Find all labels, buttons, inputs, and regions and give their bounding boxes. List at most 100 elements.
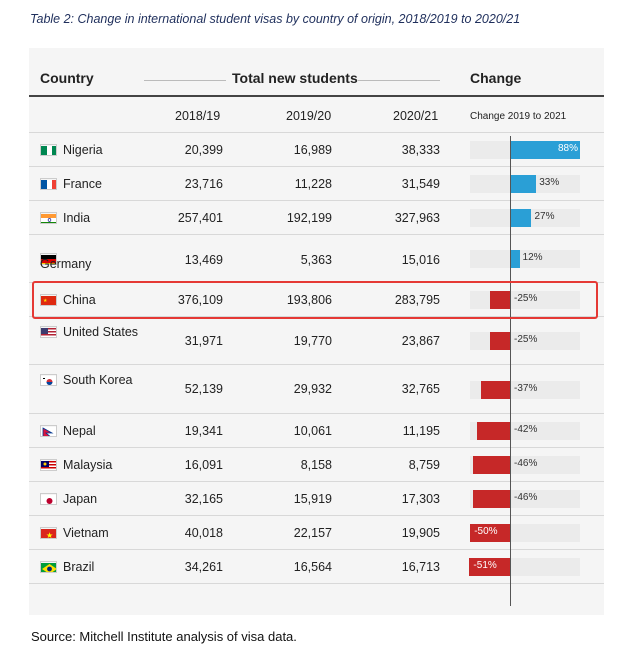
value-v2: 8,158 (300, 457, 332, 472)
col-change-2019-2021: Change 2019 to 2021 (470, 111, 567, 122)
header-country: Country (40, 70, 94, 86)
value-v3: 23,867 (401, 333, 440, 348)
change-label: -37% (514, 382, 538, 394)
change-label: -46% (514, 492, 538, 503)
table-row: South Korea 52,139 29,932 32,765 -37% (29, 365, 604, 414)
change-bar (510, 141, 580, 159)
value-v1: 23,716 (184, 176, 223, 191)
value-v3: 327,963 (394, 210, 440, 225)
value-v2: 19,770 (293, 333, 332, 348)
country-name: Brazil (63, 559, 95, 574)
col-2020-21: 2020/21 (393, 109, 439, 123)
value-v1: 257,401 (177, 210, 223, 225)
table-row: Nepal 19,341 10,061 11,195 -42% (29, 414, 604, 448)
country-name: India (63, 210, 91, 225)
germany-flag-icon (40, 253, 57, 265)
value-v2: 192,199 (286, 210, 332, 225)
value-v3: 11,195 (402, 423, 440, 438)
nigeria-flag-icon (40, 144, 57, 156)
value-v1: 52,139 (184, 382, 223, 396)
malaysia-flag-icon (40, 459, 57, 471)
change-track: -25% (470, 291, 580, 309)
change-track: -51% (469, 558, 580, 576)
row-divider (29, 481, 604, 482)
country-name: Nigeria (63, 142, 103, 157)
country-name: Germany (40, 257, 92, 271)
change-label: -25% (514, 334, 538, 345)
change-label: -46% (514, 458, 538, 469)
change-label: 88% (558, 143, 579, 154)
table-row: India 257,401 192,199 327,963 27% (29, 201, 604, 235)
value-v1: 16,091 (184, 457, 223, 472)
brazil-flag-icon (40, 561, 57, 573)
change-bar (510, 175, 537, 193)
source-note: Source: Mitchell Institute analysis of v… (31, 629, 297, 644)
change-track: 27% (470, 209, 580, 227)
value-v2: 29,932 (293, 382, 332, 396)
value-v2: 11,228 (294, 176, 332, 191)
header-rule (29, 95, 604, 97)
change-bar (480, 380, 510, 399)
row-divider (29, 166, 604, 167)
india-flag-icon (40, 212, 57, 224)
value-v2: 193,806 (286, 292, 332, 307)
change-label: -42% (514, 424, 538, 435)
change-bar (490, 332, 510, 350)
value-v3: 38,333 (401, 142, 440, 157)
japan-flag-icon (40, 493, 57, 505)
country-name: China (63, 292, 96, 307)
vietnam-flag-icon: ★ (40, 527, 57, 539)
value-v2: 5,363 (300, 253, 332, 267)
table-row: Germany 13,469 5,363 15,016 12% (29, 235, 604, 283)
change-bar (473, 456, 510, 474)
value-v3: 283,795 (394, 292, 440, 307)
table-row: Japan 32,165 15,919 17,303 -46% (29, 482, 604, 516)
table-row: Brazil 34,261 16,564 16,713 -51% (29, 550, 604, 584)
row-divider (29, 447, 604, 448)
value-v3: 32,765 (401, 382, 440, 396)
country-name: Malaysia (63, 457, 113, 472)
value-v1: 20,399 (184, 142, 223, 157)
change-label: 33% (539, 177, 560, 188)
value-v3: 17,303 (401, 491, 440, 506)
change-track: 88% (470, 141, 580, 159)
change-label: -50% (474, 526, 498, 537)
change-track: -46% (470, 490, 580, 508)
change-label: 12% (522, 252, 543, 263)
value-v2: 22,157 (293, 525, 332, 540)
row-divider (29, 413, 604, 414)
change-zero-axis (510, 136, 511, 606)
change-label: 27% (534, 211, 555, 222)
value-v3: 16,713 (401, 559, 440, 574)
country-name: South Korea (63, 373, 133, 387)
value-v3: 15,016 (401, 253, 440, 267)
country-name: France (63, 176, 102, 191)
value-v1: 34,261 (184, 559, 223, 574)
table-row: Nigeria 20,399 16,989 38,333 88% (29, 133, 604, 167)
row-divider (29, 549, 604, 550)
svg-text:★: ★ (46, 531, 53, 539)
france-flag-icon (40, 178, 57, 190)
change-track: -25% (470, 332, 580, 350)
table-row: Malaysia 16,091 8,158 8,759 -46% (29, 448, 604, 482)
subheader-rule (29, 132, 604, 133)
country-name: Japan (63, 491, 98, 506)
row-divider (29, 583, 604, 584)
change-bar (510, 250, 520, 268)
value-v2: 16,564 (293, 559, 332, 574)
value-v1: 40,018 (184, 525, 223, 540)
value-v1: 19,341 (184, 423, 223, 438)
row-divider (29, 515, 604, 516)
row-divider (29, 316, 604, 317)
country-name: United States (63, 325, 139, 339)
table-row: ★ Vietnam 40,018 22,157 19,905 -50% (29, 516, 604, 550)
row-divider (29, 200, 604, 201)
usa-flag-icon (40, 326, 57, 338)
table-row: United States 31,971 19,770 23,867 -25% (29, 317, 604, 365)
table-panel: Country Total new students Change 2018/1… (29, 48, 604, 615)
change-bar (476, 422, 510, 440)
change-bar (473, 490, 510, 508)
nepal-flag-icon (40, 425, 57, 437)
change-track: -46% (470, 456, 580, 474)
change-track: -50% (470, 524, 580, 542)
